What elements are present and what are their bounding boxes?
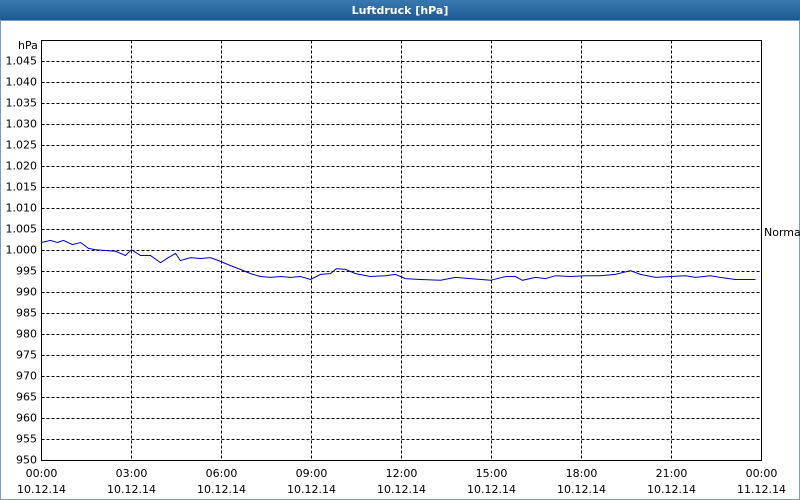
title-bar xyxy=(0,0,800,20)
y-tick-label: 985 xyxy=(16,307,37,320)
y-tick-label: 1.020 xyxy=(6,160,38,173)
x-tick-label: 06:00 xyxy=(206,467,238,480)
x-tick-label: 12:00 xyxy=(386,467,418,480)
x-tick-date: 10.12.14 xyxy=(377,483,426,496)
x-tick-date: 11.12.14 xyxy=(737,483,786,496)
y-tick-label: 960 xyxy=(16,412,37,425)
y-tick-label: 980 xyxy=(16,328,37,341)
y-tick-label: 990 xyxy=(16,286,37,299)
y-tick-label: 975 xyxy=(16,349,37,362)
data-line xyxy=(41,239,756,281)
y-tick-label: 955 xyxy=(16,433,37,446)
x-tick-label: 00:00 xyxy=(26,467,58,480)
y-tick-label: 1.015 xyxy=(6,181,38,194)
x-tick-date: 10.12.14 xyxy=(557,483,606,496)
x-tick-date: 10.12.14 xyxy=(647,483,696,496)
x-tick-date: 10.12.14 xyxy=(287,483,336,496)
y-tick-label: 1.000 xyxy=(6,244,38,257)
x-tick-date: 10.12.14 xyxy=(197,483,246,496)
x-tick-date: 10.12.14 xyxy=(467,483,516,496)
y-tick-label: 1.005 xyxy=(6,223,38,236)
x-tick-label: 03:00 xyxy=(116,467,148,480)
y-axis-label: hPa xyxy=(18,39,38,52)
x-tick-date: 10.12.14 xyxy=(107,483,156,496)
y-tick-label: 995 xyxy=(16,265,37,278)
y-tick-label: 950 xyxy=(16,454,37,467)
y-tick-label: 1.035 xyxy=(6,97,38,110)
y-tick-label: 1.030 xyxy=(6,118,38,131)
y-tick-label: 1.040 xyxy=(6,76,38,89)
x-tick-label: 15:00 xyxy=(476,467,508,480)
annotation: Normal xyxy=(764,226,800,239)
x-tick-label: 21:00 xyxy=(656,467,688,480)
y-tick-label: 1.045 xyxy=(6,55,38,68)
x-tick-date: 10.12.14 xyxy=(17,483,66,496)
y-tick-label: 1.025 xyxy=(6,139,38,152)
chart-title: Luftdruck [hPa] xyxy=(352,4,449,17)
x-tick-label: 09:00 xyxy=(296,467,328,480)
y-tick-label: 965 xyxy=(16,391,37,404)
x-tick-label: 18:00 xyxy=(566,467,598,480)
y-tick-label: 1.010 xyxy=(6,202,38,215)
x-tick-label: 00:00 xyxy=(746,467,778,480)
y-tick-label: 970 xyxy=(16,370,37,383)
